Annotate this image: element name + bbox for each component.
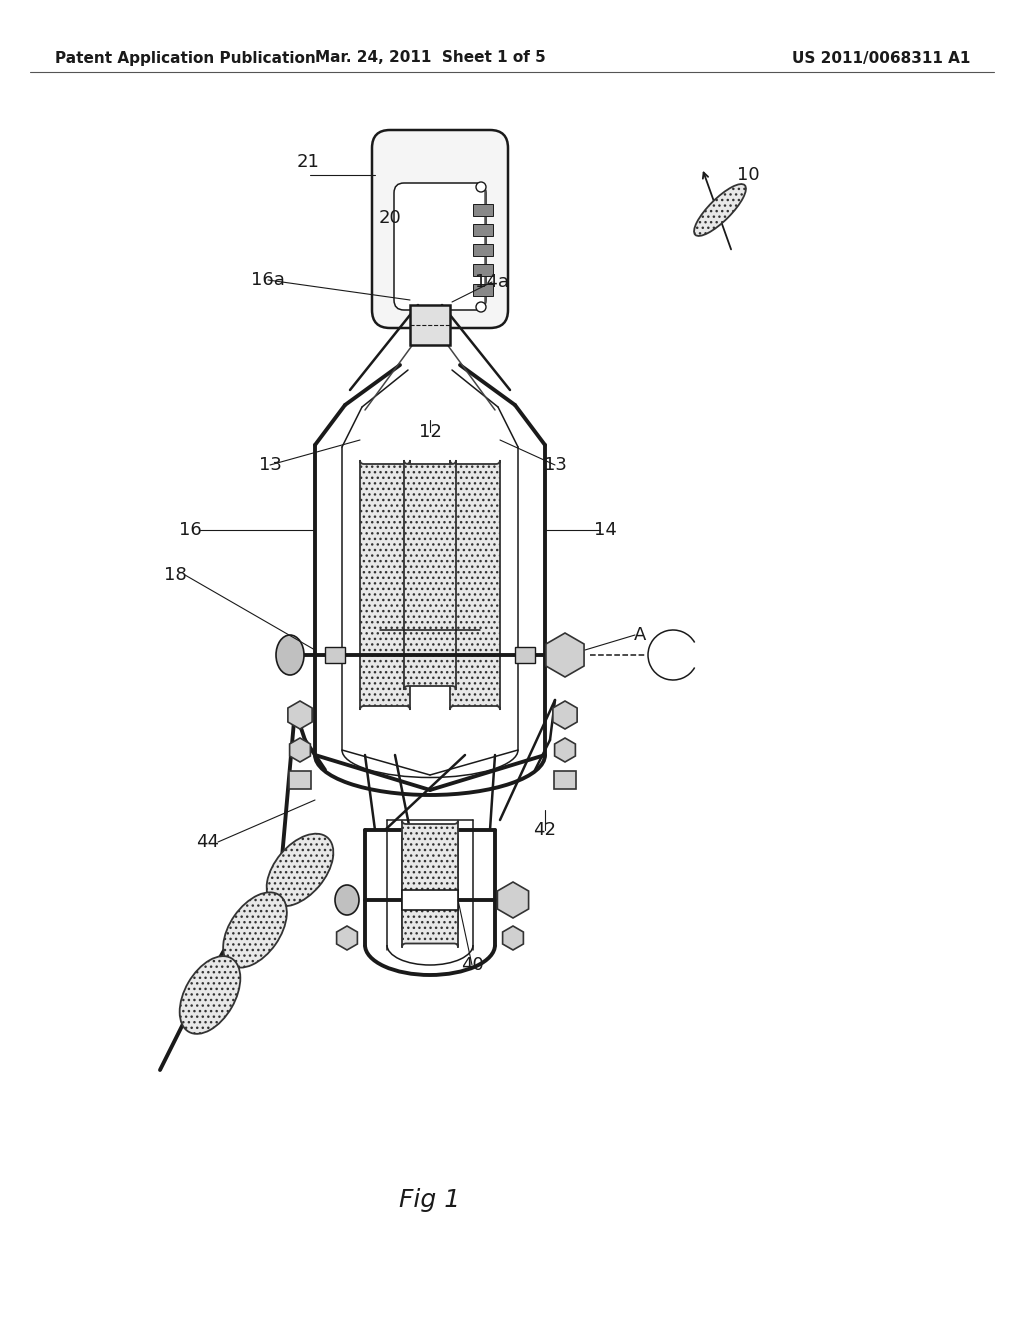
Circle shape [476,302,486,312]
Text: 21: 21 [297,153,319,172]
Ellipse shape [223,892,287,968]
Text: 14: 14 [594,521,616,539]
Ellipse shape [335,884,359,915]
Text: 40: 40 [461,956,483,974]
Polygon shape [337,927,357,950]
Text: 12: 12 [419,422,441,441]
Text: 20: 20 [379,209,401,227]
Bar [473,224,493,236]
Polygon shape [555,738,575,762]
Polygon shape [546,634,584,677]
Polygon shape [288,701,312,729]
FancyBboxPatch shape [402,833,458,931]
Ellipse shape [694,183,745,236]
FancyBboxPatch shape [402,820,458,909]
Polygon shape [498,882,528,917]
FancyBboxPatch shape [394,183,486,310]
Bar [473,284,493,296]
FancyBboxPatch shape [402,898,458,948]
Text: 44: 44 [197,833,219,851]
FancyBboxPatch shape [360,459,410,710]
Text: Mar. 24, 2011  Sheet 1 of 5: Mar. 24, 2011 Sheet 1 of 5 [314,50,546,66]
Bar [473,264,493,276]
Text: A: A [634,626,646,644]
Bar [325,647,345,663]
Bar [289,771,311,789]
Polygon shape [503,927,523,950]
Bar [473,205,493,216]
Bar [515,647,535,663]
Text: 13: 13 [544,455,566,474]
Bar [402,890,458,909]
Bar [410,305,450,345]
Text: 13: 13 [259,455,282,474]
Polygon shape [290,738,310,762]
Ellipse shape [276,635,304,675]
Text: Patent Application Publication: Patent Application Publication [55,50,315,66]
Text: 16a: 16a [251,271,285,289]
Text: US 2011/0068311 A1: US 2011/0068311 A1 [792,50,970,66]
Circle shape [476,182,486,191]
Text: Fig 1: Fig 1 [399,1188,461,1212]
Text: 14a: 14a [475,273,509,290]
Text: 10: 10 [736,166,760,183]
FancyBboxPatch shape [450,459,500,710]
Ellipse shape [179,956,241,1034]
FancyBboxPatch shape [372,129,508,327]
Bar [473,244,493,256]
Text: 16: 16 [178,521,202,539]
Bar [554,771,575,789]
FancyBboxPatch shape [404,459,456,690]
Text: 18: 18 [164,566,186,583]
Ellipse shape [266,834,334,907]
Polygon shape [553,701,578,729]
Text: 42: 42 [534,821,556,840]
